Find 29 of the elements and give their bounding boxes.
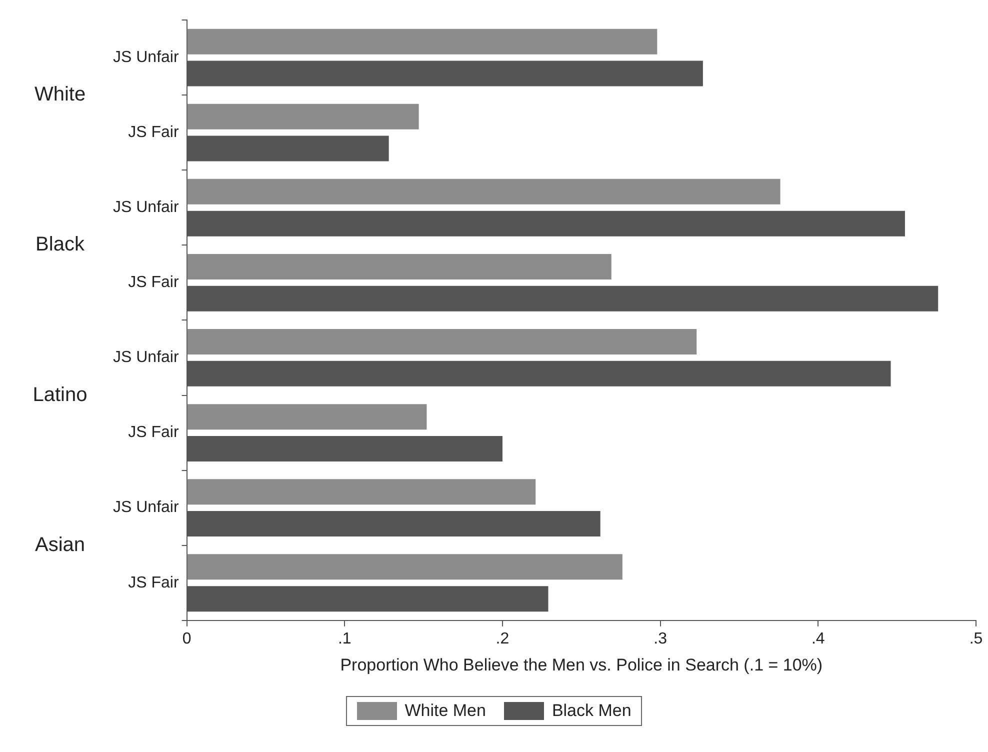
x-tick-label: .2 — [496, 630, 510, 648]
x-tick-label: .3 — [654, 630, 668, 648]
y-tick-label: JS Unfair — [113, 349, 180, 366]
y-tick-label: JS Fair — [128, 424, 180, 442]
bar — [187, 254, 612, 280]
bar — [187, 479, 536, 505]
bar — [187, 554, 622, 580]
y-tick-label: JS Unfair — [113, 199, 180, 216]
x-tick-label: .5 — [969, 630, 983, 648]
x-axis-title: Proportion Who Believe the Men vs. Police in Search (.1 = 10%) — [340, 655, 823, 674]
bar — [187, 329, 697, 355]
x-tick-label: .1 — [338, 630, 352, 648]
bar — [187, 104, 419, 130]
text: White — [34, 84, 86, 106]
y-tick-label: JS Unfair — [113, 499, 180, 516]
x-tick-label: .4 — [811, 630, 825, 648]
y-tick-label: JS Fair — [128, 274, 180, 292]
bar — [187, 28, 658, 54]
bar — [187, 178, 780, 204]
y-tick-label: JS Fair — [128, 574, 180, 592]
x-tick-label: 0 — [182, 630, 192, 648]
text: Latino — [32, 384, 88, 406]
bar — [187, 404, 427, 430]
legend-label: White Men — [404, 701, 486, 721]
legend-label: Black Men — [552, 701, 632, 721]
y-tick-label: JS Unfair — [113, 48, 180, 66]
text: Asian — [34, 534, 86, 556]
text: Black — [36, 234, 86, 256]
y-tick-label: JS Fair — [128, 124, 180, 141]
